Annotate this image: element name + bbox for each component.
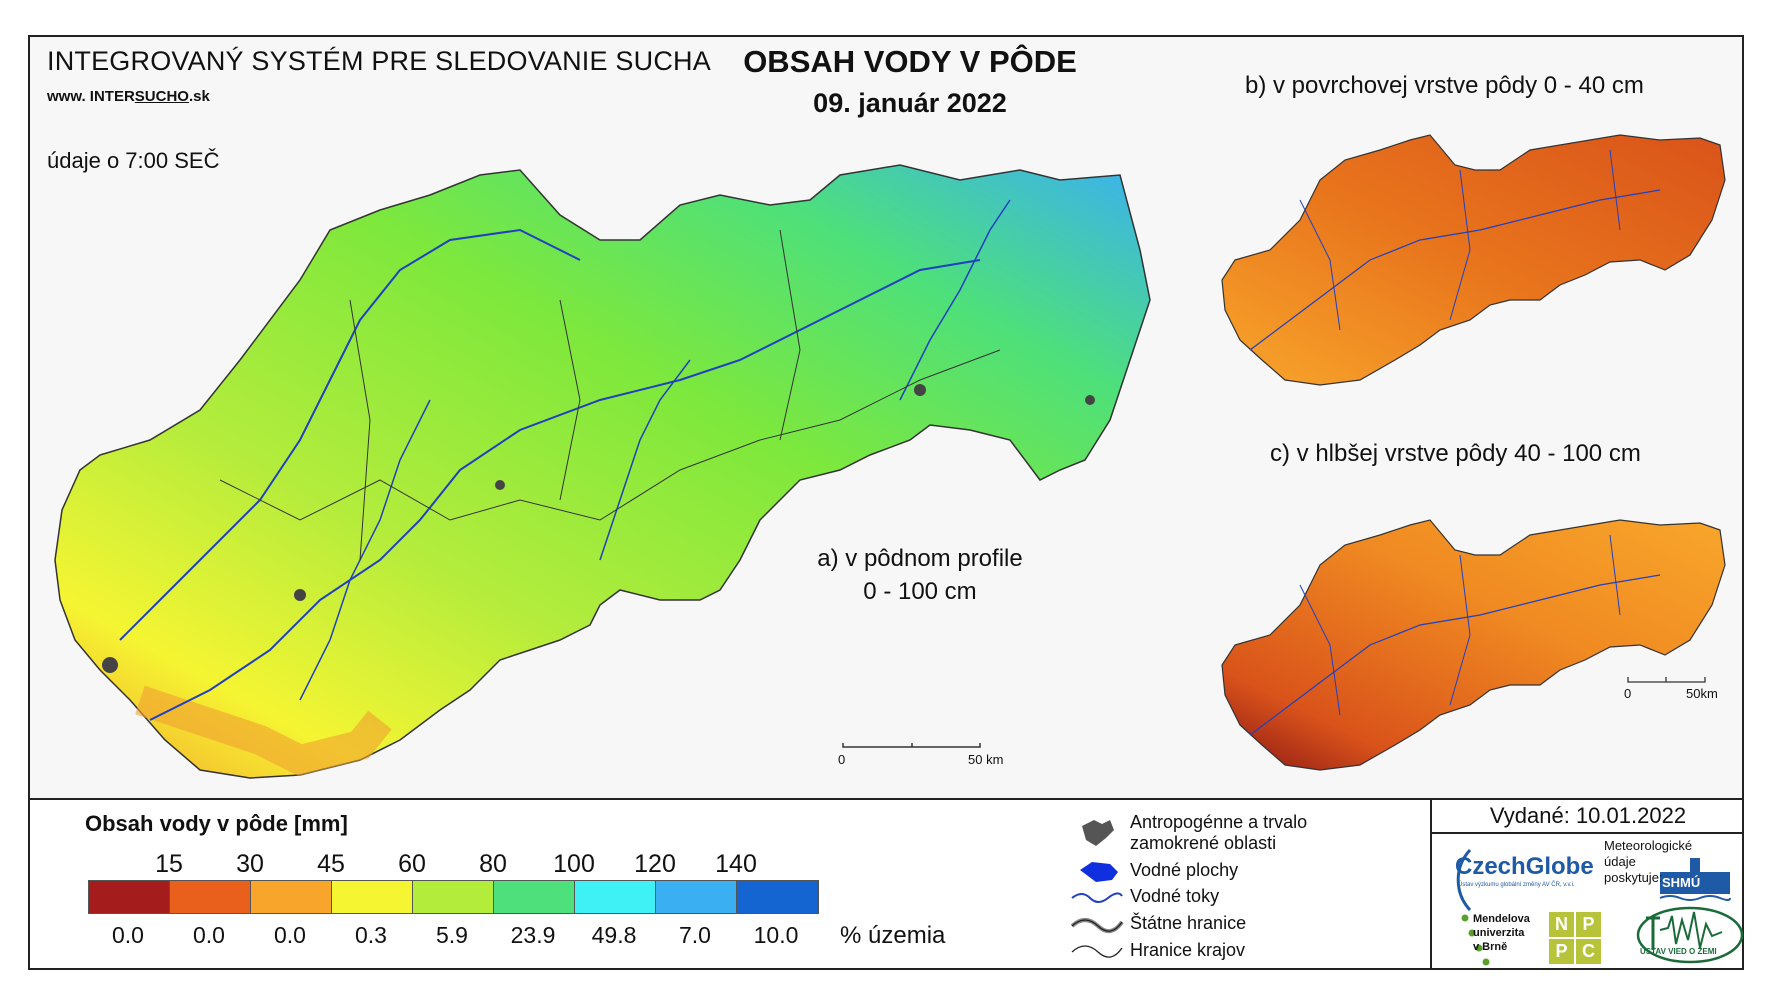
- website-link[interactable]: www. INTERSUCHO.sk: [47, 88, 210, 105]
- legend-break-5: 100: [553, 850, 595, 878]
- legend-class-4: [413, 881, 494, 913]
- legend-title: Obsah vody v pôde [mm]: [85, 811, 348, 836]
- time-note: údaje o 7:00 SEČ: [47, 148, 220, 173]
- url-suffix: .sk: [188, 88, 210, 105]
- mendel-logo: [1461, 914, 1490, 966]
- map-c-subsoil: [1221, 519, 1726, 771]
- page-date: 09. január 2022: [813, 88, 1007, 118]
- legend-percent-5: 23.9: [510, 922, 556, 948]
- shmu-logo: [1659, 858, 1731, 901]
- legend-break-2: 45: [317, 850, 345, 878]
- shmu-logo-text: SHMÚ: [1662, 875, 1701, 890]
- water-bodies-label: Vodné plochy: [1130, 860, 1239, 880]
- legend-class-5: [494, 881, 575, 913]
- map-c-label: c) v hlbšej vrstve pôdy 40 - 100 cm: [1270, 440, 1641, 467]
- legend-percent-7: 7.0: [679, 922, 711, 948]
- legend-percent-6: 49.8: [591, 922, 637, 948]
- legend-percent-0: 0.0: [112, 922, 144, 948]
- legend-percent-2: 0.0: [274, 922, 306, 948]
- main-scale-end: 50 km: [968, 752, 1004, 767]
- legend-break-4: 80: [479, 850, 507, 878]
- legend-class-8: [737, 881, 818, 913]
- met-line-2: údaje: [1604, 854, 1636, 869]
- czechglobe-logo-text: CzechGlobe: [1455, 853, 1594, 880]
- rivers-label: Vodné toky: [1130, 886, 1220, 906]
- url-mid: SUCHO: [134, 88, 189, 105]
- main-scale-zero: 0: [838, 752, 846, 767]
- map-a-depth: 0 - 100 cm: [863, 578, 977, 605]
- legend-percent-3: 0.3: [355, 922, 387, 948]
- region-border-symbol: [1071, 945, 1123, 958]
- issued-date: Vydané: 10.01.2022: [1430, 800, 1744, 834]
- legend-percent-1: 0.0: [193, 922, 225, 948]
- met-line-3: poskytuje:: [1604, 870, 1663, 885]
- mendel-line-2: univerzita: [1473, 927, 1525, 939]
- legend-break-6: 120: [634, 850, 676, 878]
- legend-percent-8: 10.0: [753, 922, 799, 948]
- mendel-line-1: Mendelova: [1473, 913, 1530, 925]
- legend-class-6: [575, 881, 656, 913]
- met-line-1: Meteorologické: [1604, 838, 1693, 853]
- npc-n: N: [1549, 912, 1574, 937]
- small-scale-end: 50km: [1686, 686, 1718, 701]
- legend-break-7: 140: [715, 850, 757, 878]
- met-data-note: Meteorologické údaje poskytuje:: [1604, 838, 1692, 886]
- npc-p2: P: [1549, 939, 1574, 964]
- map-c-shape: [1221, 519, 1726, 771]
- map-b-shape: [1221, 134, 1726, 386]
- anthro-label-2: zamokrené oblasti: [1130, 833, 1277, 853]
- legend-break-3: 60: [398, 850, 426, 878]
- state-border-symbol: [1071, 919, 1123, 932]
- region-border-label: Hranice krajov: [1130, 940, 1246, 960]
- map-b-label: b) v povrchovej vrstve pôdy 0 - 40 cm: [1245, 72, 1644, 99]
- uvz-logo: [1636, 906, 1744, 964]
- legend-class-0: [89, 881, 170, 913]
- npc-p1: P: [1576, 912, 1601, 937]
- page-title: OBSAH VODY V PÔDE: [743, 44, 1077, 79]
- anthro-symbol: [1082, 820, 1114, 846]
- percent-unit: % územia: [840, 922, 946, 949]
- mendel-line-3: v Brně: [1473, 941, 1508, 953]
- legend-class-1: [170, 881, 251, 913]
- npc-logo: N P P C: [1549, 912, 1601, 964]
- legend-break-0: 15: [155, 850, 183, 878]
- legend-break-1: 30: [236, 850, 264, 878]
- legend-class-3: [332, 881, 413, 913]
- legend-color-bar: [88, 880, 819, 914]
- state-border-label: Štátne hranice: [1130, 913, 1247, 933]
- system-title: INTEGROVANÝ SYSTÉM PRE SLEDOVANIE SUCHA: [47, 46, 711, 76]
- map-a-shape: [54, 164, 1151, 779]
- legend-class-2: [251, 881, 332, 913]
- legend-class-7: [656, 881, 737, 913]
- url-prefix: www. INTER: [47, 88, 135, 105]
- map-b-topsoil: [1221, 134, 1726, 386]
- uvz-logo-text: ÚSTAV VIED O ZEMI: [1640, 947, 1717, 956]
- small-scale-zero: 0: [1624, 686, 1632, 701]
- map-a-label: a) v pôdnom profile: [817, 545, 1023, 572]
- water-body-symbol: [1080, 862, 1118, 882]
- czechglobe-subtitle: Ústav výzkumu globální změny AV ČR, v.v.…: [1458, 882, 1575, 888]
- map-a-soil-profile: [54, 164, 1151, 779]
- river-symbol: [1071, 892, 1123, 903]
- czechglobe-logo-arc: [1456, 848, 1472, 912]
- anthro-label-1: Antropogénne a trvalo: [1130, 812, 1308, 832]
- npc-c: C: [1576, 939, 1601, 964]
- mendel-logo-text: Mendelova univerzita v Brně: [1473, 912, 1530, 954]
- logo-panel: [1430, 834, 1744, 970]
- legend-percent-4: 5.9: [436, 922, 468, 948]
